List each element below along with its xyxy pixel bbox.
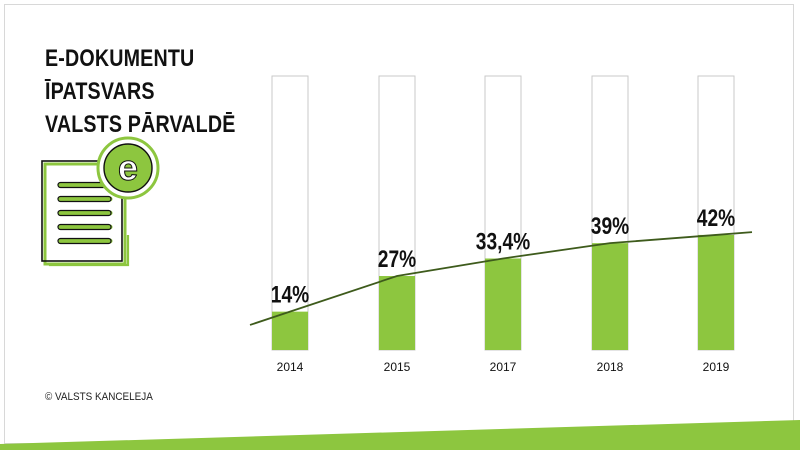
value-label-2017: 33,4% [476,227,530,255]
year-label-2017: 2017 [490,360,517,374]
bar-outline-2014 [271,75,309,351]
bar-2019 [698,234,734,350]
title-line-1: E-DOKUMENTU [45,45,195,72]
year-label-2015: 2015 [384,360,411,374]
bar-2014 [272,311,308,350]
value-label-2014: 14% [271,281,309,309]
year-label-2018: 2018 [597,360,624,374]
e-glyph: e [118,147,138,188]
bar-2017 [485,258,521,350]
value-label-2019: 42% [697,204,735,232]
year-label-2014: 2014 [277,360,304,374]
trend-line [249,231,753,326]
value-label-2018: 39% [591,212,629,240]
bottom-green-band [0,420,800,450]
copyright-text: © VALSTS KANCELEJA [45,391,153,403]
bar-2018 [592,243,628,350]
title-line-3: VALSTS PĀRVALDĒ [45,111,236,138]
bar-2015 [379,276,415,350]
title-line-2: ĪPATSVARS [45,78,155,105]
e-document-icon: e [28,135,168,280]
value-label-2015: 27% [378,245,416,273]
year-label-2019: 2019 [703,360,730,374]
page-title: E-DOKUMENTU ĪPATSVARS VALSTS PĀRVALDĒ [45,42,236,141]
